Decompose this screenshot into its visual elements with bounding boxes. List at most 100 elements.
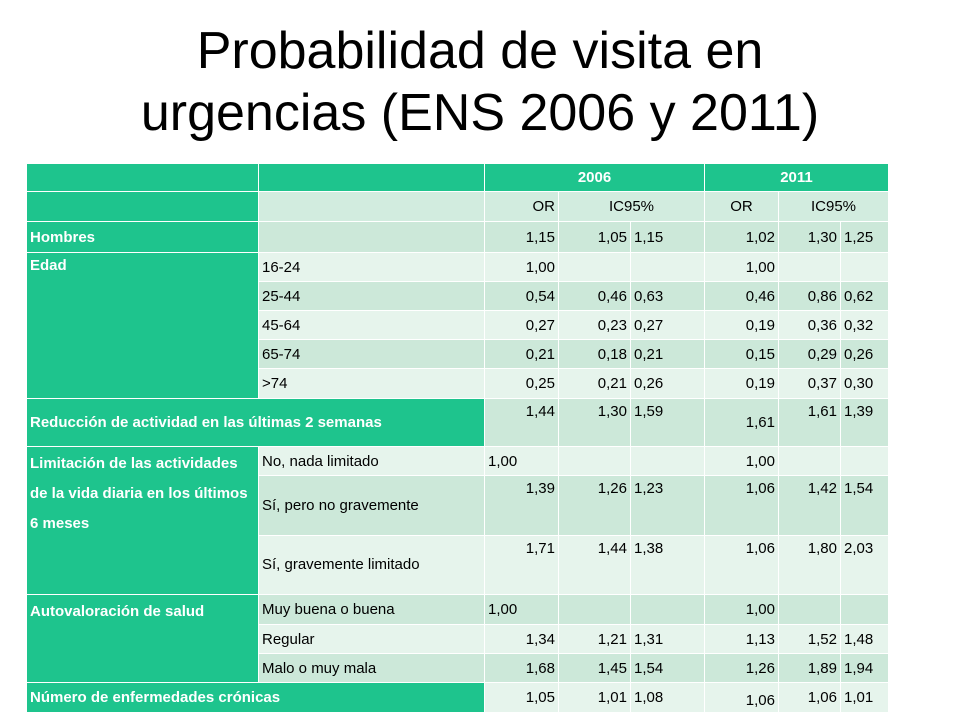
row-autovaloracion-buena: Autovaloración de salud Muy buena o buen… xyxy=(26,594,889,683)
sub-label: No, nada limitado xyxy=(258,446,485,476)
cell: 1,26 xyxy=(704,653,779,683)
cell: 0,62 xyxy=(840,281,889,311)
cell: 1,68 xyxy=(484,653,559,683)
row-edad-25-44: 25-44 0,54 0,46 0,63 0,46 0,86 0,62 xyxy=(27,281,889,311)
cell: 1,00 xyxy=(484,594,559,625)
cell: 0,19 xyxy=(704,368,779,399)
cell: 1,00 xyxy=(704,446,779,476)
cell: 1,38 xyxy=(630,535,705,595)
sub-label: 25-44 xyxy=(258,281,485,311)
cell: 0,21 xyxy=(630,339,705,369)
cell: 0,54 xyxy=(484,281,559,311)
sub-label: Malo o muy mala xyxy=(258,653,485,683)
cell: 1,01 xyxy=(840,682,889,713)
cell: 1,26 xyxy=(558,475,631,536)
cell xyxy=(558,594,631,625)
row-limitacion-no: Limitación de las actividades de la vida… xyxy=(26,446,889,595)
row-edad-45-64: 45-64 0,27 0,23 0,27 0,19 0,36 0,32 xyxy=(27,310,889,340)
sub-label: 45-64 xyxy=(258,310,485,340)
cell: 0,46 xyxy=(704,281,779,311)
cell: 0,27 xyxy=(484,310,559,340)
cell: 1,45 xyxy=(558,653,631,683)
header-year-2011: 2011 xyxy=(704,163,889,192)
sub-label: Muy buena o buena xyxy=(258,594,485,625)
label-cronicas: Número de enfermedades crónicas xyxy=(26,682,485,713)
header-empty-3 xyxy=(26,191,259,222)
cell: 0,37 xyxy=(778,368,841,399)
cell: 1,61 xyxy=(778,398,841,447)
cell: 0,15 xyxy=(704,339,779,369)
cell: 1,39 xyxy=(840,398,889,447)
title-line-1: Probabilidad de visita en xyxy=(196,22,764,80)
cell: 1,94 xyxy=(840,653,889,683)
cell: 1,21 xyxy=(558,624,631,654)
cell: 1,48 xyxy=(840,624,889,654)
cell xyxy=(558,252,631,282)
results-table: 2006 2011 OR IC95% OR IC95% Hombres 1,15… xyxy=(26,163,889,713)
cell: 0,46 xyxy=(558,281,631,311)
cell xyxy=(840,446,889,476)
cell xyxy=(778,446,841,476)
sub-empty xyxy=(258,221,485,253)
sub-label: Regular xyxy=(258,624,485,654)
sub-label: 16-24 xyxy=(258,252,485,282)
cell: 1,34 xyxy=(484,624,559,654)
cell: 0,19 xyxy=(704,310,779,340)
cell: 0,32 xyxy=(840,310,889,340)
label-hombres: Hombres xyxy=(26,221,259,253)
cell: 1,54 xyxy=(840,475,889,536)
row-edad-65-74: 65-74 0,21 0,18 0,21 0,15 0,29 0,26 xyxy=(27,339,889,369)
header-row-years: 2006 2011 xyxy=(26,163,889,192)
header-or-2006: OR xyxy=(484,191,559,222)
cell xyxy=(778,594,841,625)
cell: 1,52 xyxy=(778,624,841,654)
cell: 0,30 xyxy=(840,368,889,399)
cell: 1,01 xyxy=(558,682,631,713)
cell xyxy=(840,594,889,625)
cell: 1,71 xyxy=(484,535,559,595)
row-cronicas: Número de enfermedades crónicas 1,05 1,0… xyxy=(26,682,889,713)
header-empty-1 xyxy=(26,163,259,192)
cell: 1,42 xyxy=(778,475,841,536)
cell: 1,00 xyxy=(484,446,559,476)
label-autovaloracion: Autovaloración de salud xyxy=(26,594,259,683)
header-empty-2 xyxy=(258,163,485,192)
row-limitacion-grave: Sí, gravemente limitado 1,71 1,44 1,38 1… xyxy=(27,535,889,595)
cell: 1,25 xyxy=(840,221,889,253)
cell: 1,30 xyxy=(778,221,841,253)
row-autovaloracion-mala: Malo o muy mala 1,68 1,45 1,54 1,26 1,89… xyxy=(27,653,889,683)
cell: 0,36 xyxy=(778,310,841,340)
cell: 0,26 xyxy=(840,339,889,369)
row-hombres: Hombres 1,15 1,05 1,15 1,02 1,30 1,25 xyxy=(26,221,889,253)
cell: 1,00 xyxy=(704,252,779,282)
sub-label: >74 xyxy=(258,368,485,399)
label-edad: Edad xyxy=(26,252,259,399)
cell: 1,23 xyxy=(630,475,705,536)
label-reduccion: Reducción de actividad en las últimas 2 … xyxy=(26,398,485,447)
cell: 1,44 xyxy=(484,398,559,447)
cell: 1,05 xyxy=(558,221,631,253)
cell: 1,13 xyxy=(704,624,779,654)
cell xyxy=(840,252,889,282)
label-limitacion: Limitación de las actividades de la vida… xyxy=(26,446,259,595)
row-edad-74plus: >74 0,25 0,21 0,26 0,19 0,37 0,30 xyxy=(27,368,889,399)
slide-title: Probabilidad de visita en urgencias (ENS… xyxy=(0,20,960,144)
cell: 1,06 xyxy=(704,535,779,595)
cell: 1,15 xyxy=(630,221,705,253)
sub-label: Sí, pero no gravemente xyxy=(258,475,485,536)
cell: 1,39 xyxy=(484,475,559,536)
cell xyxy=(630,252,705,282)
cell: 1,06 xyxy=(778,682,841,713)
cell: 1,00 xyxy=(484,252,559,282)
cell: 0,25 xyxy=(484,368,559,399)
header-empty-4 xyxy=(258,191,485,222)
cell: 1,05 xyxy=(484,682,559,713)
cell: 1,06 xyxy=(704,475,779,536)
row-reduccion: Reducción de actividad en las últimas 2 … xyxy=(26,398,889,447)
cell: 0,23 xyxy=(558,310,631,340)
cell: 0,18 xyxy=(558,339,631,369)
cell xyxy=(558,446,631,476)
cell: 1,08 xyxy=(630,682,705,713)
header-year-2006: 2006 xyxy=(484,163,705,192)
cell: 1,15 xyxy=(484,221,559,253)
